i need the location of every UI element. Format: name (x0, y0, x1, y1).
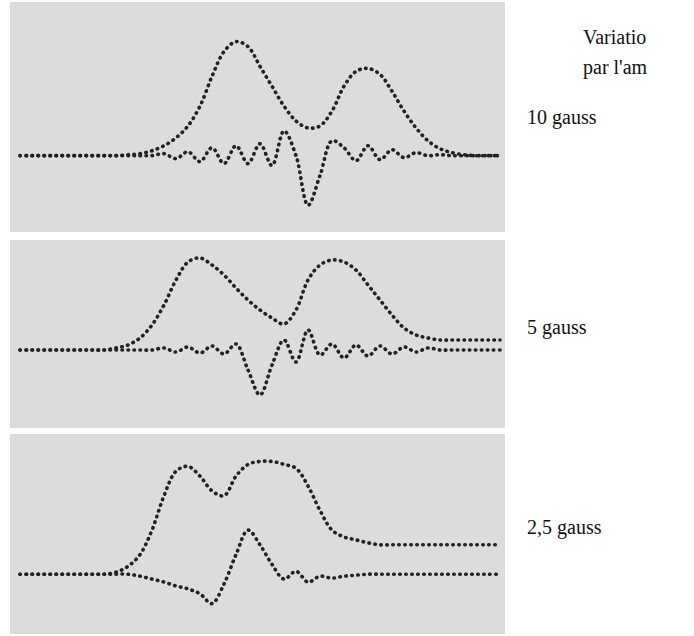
caption-line: Variatio (583, 26, 646, 48)
trace (20, 530, 500, 604)
panel-label: 10 gauss (527, 106, 597, 129)
trace (20, 131, 500, 205)
trace (20, 258, 500, 350)
panel (10, 2, 505, 232)
figure: Variatio par l'am 10 gauss 5 gauss 2,5 gauss (0, 0, 694, 636)
trace (20, 461, 500, 574)
plot-area (20, 42, 500, 206)
photo-background (10, 434, 505, 634)
panel (10, 240, 505, 428)
trace (20, 42, 500, 156)
panel (10, 434, 505, 634)
photo-background (10, 240, 505, 428)
trace (20, 330, 500, 395)
caption-line: par l'am (583, 56, 648, 79)
caption: Variatio par l'am (583, 26, 648, 79)
plot-area (20, 258, 500, 395)
panel-label: 5 gauss (527, 316, 587, 339)
photo-background (10, 2, 505, 232)
panel-label: 2,5 gauss (527, 516, 602, 539)
plot-area (20, 461, 500, 604)
